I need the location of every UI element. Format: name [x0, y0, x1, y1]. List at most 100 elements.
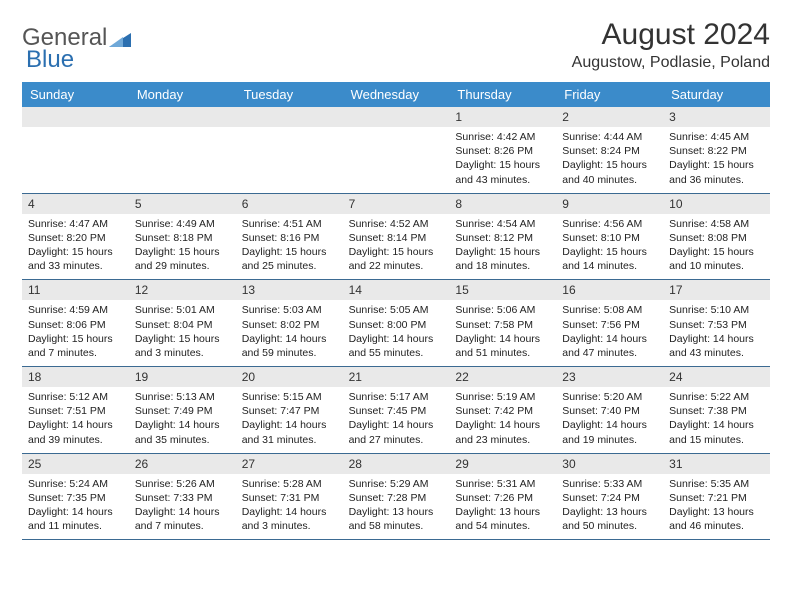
sunset-text: Sunset: 8:04 PM [135, 318, 230, 332]
sunrise-text: Sunrise: 4:52 AM [349, 217, 444, 231]
day-cell: 8Sunrise: 4:54 AMSunset: 8:12 PMDaylight… [449, 194, 556, 280]
week-row: 4Sunrise: 4:47 AMSunset: 8:20 PMDaylight… [22, 194, 770, 281]
sunset-text: Sunset: 7:56 PM [562, 318, 657, 332]
day-details: Sunrise: 5:03 AMSunset: 8:02 PMDaylight:… [236, 300, 343, 366]
daylight-text: Daylight: 14 hours [562, 332, 657, 346]
sunrise-text: Sunrise: 5:31 AM [455, 477, 550, 491]
day-details: Sunrise: 5:31 AMSunset: 7:26 PMDaylight:… [449, 474, 556, 540]
day-details: Sunrise: 5:12 AMSunset: 7:51 PMDaylight:… [22, 387, 129, 453]
daylight-text: Daylight: 15 hours [242, 245, 337, 259]
daylight-text-2: and 33 minutes. [28, 259, 123, 273]
day-details [343, 127, 450, 187]
day-details: Sunrise: 5:20 AMSunset: 7:40 PMDaylight:… [556, 387, 663, 453]
day-cell: 21Sunrise: 5:17 AMSunset: 7:45 PMDayligh… [343, 367, 450, 453]
day-number: 22 [449, 367, 556, 387]
day-details: Sunrise: 4:51 AMSunset: 8:16 PMDaylight:… [236, 214, 343, 280]
daylight-text-2: and 36 minutes. [669, 173, 764, 187]
day-number: 10 [663, 194, 770, 214]
day-cell [22, 107, 129, 193]
sunrise-text: Sunrise: 5:08 AM [562, 303, 657, 317]
daylight-text: Daylight: 15 hours [669, 245, 764, 259]
day-details: Sunrise: 4:59 AMSunset: 8:06 PMDaylight:… [22, 300, 129, 366]
weekday-tue: Tuesday [236, 82, 343, 107]
weekday-sat: Saturday [663, 82, 770, 107]
week-row: 18Sunrise: 5:12 AMSunset: 7:51 PMDayligh… [22, 367, 770, 454]
day-cell [236, 107, 343, 193]
day-details: Sunrise: 5:33 AMSunset: 7:24 PMDaylight:… [556, 474, 663, 540]
day-number: 18 [22, 367, 129, 387]
daylight-text-2: and 22 minutes. [349, 259, 444, 273]
daylight-text: Daylight: 15 hours [28, 245, 123, 259]
day-cell: 22 Sunrise: 5:19 AMSunset: 7:42 PMDayligh… [449, 367, 556, 453]
daylight-text: Daylight: 15 hours [349, 245, 444, 259]
day-number: 16 [556, 280, 663, 300]
day-cell: 17Sunrise: 5:10 AMSunset: 7:53 PMDayligh… [663, 280, 770, 366]
day-cell: 2Sunrise: 4:44 AMSunset: 8:24 PMDaylight… [556, 107, 663, 193]
sunrise-text: Sunrise: 5:12 AM [28, 390, 123, 404]
daylight-text-2: and 31 minutes. [242, 433, 337, 447]
sunset-text: Sunset: 7:42 PM [455, 404, 550, 418]
sunrise-text: Sunrise: 5:05 AM [349, 303, 444, 317]
daylight-text-2: and 23 minutes. [455, 433, 550, 447]
sunrise-text: Sunrise: 5:06 AM [455, 303, 550, 317]
day-cell: 3Sunrise: 4:45 AMSunset: 8:22 PMDaylight… [663, 107, 770, 193]
day-number: 6 [236, 194, 343, 214]
daylight-text: Daylight: 13 hours [455, 505, 550, 519]
daylight-text: Daylight: 14 hours [242, 505, 337, 519]
day-number: 9 [556, 194, 663, 214]
sunset-text: Sunset: 7:51 PM [28, 404, 123, 418]
daylight-text: Daylight: 14 hours [669, 332, 764, 346]
daylight-text: Daylight: 14 hours [28, 418, 123, 432]
daylight-text-2: and 3 minutes. [242, 519, 337, 533]
day-cell: 31Sunrise: 5:35 AMSunset: 7:21 PMDayligh… [663, 454, 770, 540]
sunset-text: Sunset: 8:18 PM [135, 231, 230, 245]
day-details: Sunrise: 5:05 AMSunset: 8:00 PMDaylight:… [343, 300, 450, 366]
day-details: Sunrise: 4:42 AMSunset: 8:26 PMDaylight:… [449, 127, 556, 193]
day-number: 23 [556, 367, 663, 387]
daylight-text-2: and 54 minutes. [455, 519, 550, 533]
sunrise-text: Sunrise: 5:19 AM [455, 390, 550, 404]
title-block: August 2024 Augustow, Podlasie, Poland [572, 18, 770, 72]
month-title: August 2024 [572, 18, 770, 52]
day-details: Sunrise: 5:13 AMSunset: 7:49 PMDaylight:… [129, 387, 236, 453]
sunrise-text: Sunrise: 5:22 AM [669, 390, 764, 404]
day-number [236, 107, 343, 127]
day-cell: 6Sunrise: 4:51 AMSunset: 8:16 PMDaylight… [236, 194, 343, 280]
daylight-text: Daylight: 14 hours [455, 418, 550, 432]
sunset-text: Sunset: 7:35 PM [28, 491, 123, 505]
daylight-text: Daylight: 13 hours [349, 505, 444, 519]
day-number: 26 [129, 454, 236, 474]
day-number: 20 [236, 367, 343, 387]
day-details: Sunrise: 5:08 AMSunset: 7:56 PMDaylight:… [556, 300, 663, 366]
sunrise-text: Sunrise: 5:01 AM [135, 303, 230, 317]
daylight-text: Daylight: 14 hours [135, 505, 230, 519]
weekday-sun: Sunday [22, 82, 129, 107]
weekday-fri: Friday [556, 82, 663, 107]
day-number: 3 [663, 107, 770, 127]
sunset-text: Sunset: 7:49 PM [135, 404, 230, 418]
day-cell: 10Sunrise: 4:58 AMSunset: 8:08 PMDayligh… [663, 194, 770, 280]
day-details: Sunrise: 5:26 AMSunset: 7:33 PMDaylight:… [129, 474, 236, 540]
daylight-text: Daylight: 15 hours [28, 332, 123, 346]
sunrise-text: Sunrise: 5:26 AM [135, 477, 230, 491]
day-details: Sunrise: 5:28 AMSunset: 7:31 PMDaylight:… [236, 474, 343, 540]
daylight-text: Daylight: 14 hours [562, 418, 657, 432]
day-number: 11 [22, 280, 129, 300]
daylight-text: Daylight: 14 hours [349, 332, 444, 346]
sunset-text: Sunset: 7:24 PM [562, 491, 657, 505]
sunrise-text: Sunrise: 5:35 AM [669, 477, 764, 491]
week-row: 25Sunrise: 5:24 AMSunset: 7:35 PMDayligh… [22, 454, 770, 541]
sunset-text: Sunset: 8:26 PM [455, 144, 550, 158]
logo-triangle-icon [109, 29, 131, 47]
sunrise-text: Sunrise: 4:54 AM [455, 217, 550, 231]
sunrise-text: Sunrise: 5:13 AM [135, 390, 230, 404]
calendar-page: General August 2024 Augustow, Podlasie, … [0, 0, 792, 540]
day-details: Sunrise: 5:35 AMSunset: 7:21 PMDaylight:… [663, 474, 770, 540]
sunrise-text: Sunrise: 4:56 AM [562, 217, 657, 231]
sunset-text: Sunset: 7:40 PM [562, 404, 657, 418]
daylight-text-2: and 51 minutes. [455, 346, 550, 360]
day-details [129, 127, 236, 187]
daylight-text-2: and 58 minutes. [349, 519, 444, 533]
day-number: 30 [556, 454, 663, 474]
daylight-text: Daylight: 13 hours [669, 505, 764, 519]
